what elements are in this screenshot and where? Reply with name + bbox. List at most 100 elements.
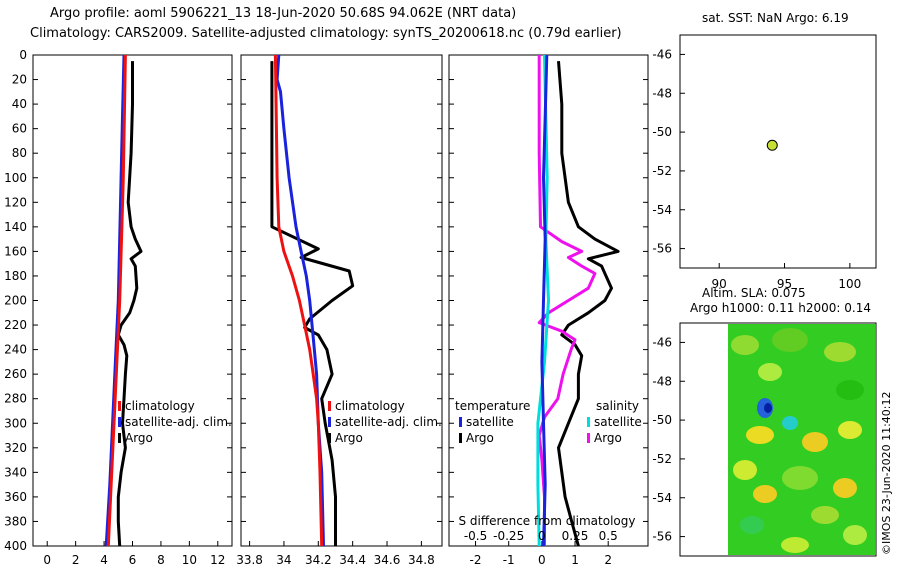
diff-s-xtick-label: 0 [538,529,546,543]
sst-ytick-label: -54 [652,203,672,217]
sla-heatmap-field [728,324,875,555]
sal-legend-argo-label: Argo [335,431,363,445]
sal-legend-clim-label: climatology [335,399,405,413]
diff-s-xtick-label: 0.5 [599,529,618,543]
sst-xtick-label: 100 [838,277,861,291]
ytick-label: 300 [4,416,27,430]
ytick-label: 0 [19,48,27,62]
ytick-label: 280 [4,392,27,406]
sla-heatmap-cell [843,525,867,545]
temperature-panel: 0 2 4 6 8 10 120204060801001201401601802002202… [4,48,233,567]
ytick-label: 240 [4,343,27,357]
ytick-label: 220 [4,318,27,332]
sla-ytick-label: -52 [652,452,672,466]
diff-s-sat-line [536,54,550,547]
ytick-label: 140 [4,220,27,234]
difference-panel: -2 -1 0 1 2 temperature satellite Argo salinity s… [448,54,649,567]
sla-ytick-label: -46 [652,335,672,349]
sst-ytick-label: -50 [652,125,672,139]
sla-heatmap-cell [811,506,839,524]
ytick-label: 60 [12,122,27,136]
ytick-label: 160 [4,244,27,258]
temp-clim-line [106,54,127,547]
temp-legend-argo-label: Argo [125,431,153,445]
temp-legend-argo-swatch [118,433,121,443]
diff-xtick-label: -2 [470,553,482,567]
sla-ytick-label: -48 [652,374,672,388]
ytick-label: 360 [4,490,27,504]
diff-legend-s-argo-swatch [587,433,590,443]
temp-legend-sat-label: satellite-adj. clim. [125,415,232,429]
sla-ytick-label: -50 [652,413,672,427]
sla-heatmap-cell [782,466,818,490]
sla-heatmap-cell [824,342,856,362]
diff-legend-t-title: temperature [455,399,530,413]
sal-xtick-label: 33.8 [236,553,263,567]
diff-legend-s-argo-label: Argo [594,431,622,445]
sst-title: sat. SST: NaN Argo: 6.19 [702,11,849,25]
sla-heatmap-cell [758,363,782,381]
diff-xtick-label: -1 [503,553,515,567]
sla-heatmap-cell [731,335,759,355]
sla-ytick-label: -56 [652,530,672,544]
diff-legend-s-sat-label: satellite [594,415,642,429]
sst-ytick-label: -52 [652,164,672,178]
temp-xtick-label: 12 [210,553,225,567]
diff-xtick-label: 1 [571,553,579,567]
temp-legend-clim-label: climatology [125,399,195,413]
ytick-label: 380 [4,514,27,528]
sla-heatmap-cell [746,426,774,444]
sla-heatmap-cell [740,516,764,534]
temp-argo-line [116,61,143,547]
sla-heatmap-cell [782,416,798,430]
sal-xtick-label: 34.8 [408,553,435,567]
ytick-label: 200 [4,294,27,308]
sla-heatmap-cell [781,537,809,553]
sst-ytick-label: -56 [652,242,672,256]
sal-legend-argo-swatch [328,433,331,443]
temp-xtick-label: 0 [43,553,51,567]
diff-s-xtick-label: 0.25 [562,529,589,543]
diff-s-xlabel: S difference from climatology [459,514,636,528]
sla-heatmap-cell [802,432,828,452]
ytick-label: 320 [4,441,27,455]
ytick-label: 340 [4,465,27,479]
salinity-panel: 33.8 34 34.2 34.4 34.6 34.8 climatology satelli… [236,54,443,567]
diff-legend-s-title: salinity [596,399,639,413]
temp-xtick-label: 6 [129,553,137,567]
sla-heatmap-cell [838,421,862,439]
sla-heatmap-cell [753,485,777,503]
diff-legend-t-argo-swatch [459,433,462,443]
sst-ytick-label: -46 [652,47,672,61]
sst-ytick-label: -48 [652,86,672,100]
diff-xtick-label: 2 [604,553,612,567]
temp-legend-clim-swatch [118,401,121,411]
sla-heatmap-cell [860,448,875,472]
argo-position-marker [766,139,778,151]
sal-xtick-label: 34.6 [374,553,401,567]
ytick-label: 20 [12,73,27,87]
diff-s-xtick-label: -0.5 [464,529,487,543]
diff-t-sat-line [540,54,549,547]
title-line-1: Argo profile: aoml 5906221_13 18-Jun-202… [50,6,517,21]
temp-xtick-label: 2 [72,553,80,567]
temp-legend-sat-swatch [118,417,121,427]
diff-legend-t-sat-swatch [459,417,462,427]
sla-heatmap-cell [836,380,864,400]
sst-map-panel: 90 95 100 -46 -48 -50 -52 -54 -56 [652,34,877,291]
sla-heatmap-cell [772,328,808,352]
sal-argo-line [270,61,355,546]
temp-xtick-label: 8 [157,553,165,567]
sla-heatmap-cell [733,460,757,480]
diff-t-argo-line [557,60,620,547]
sla-ytick-label: -54 [652,491,672,505]
sal-xtick-label: 34.2 [305,553,332,567]
sla-heatmap-cell [833,478,857,498]
ytick-label: 120 [4,195,27,209]
altim-sla-label: Altim. SLA: 0.075 [702,286,806,300]
ytick-label: 40 [12,97,27,111]
diff-xtick-label: 0 [538,553,546,567]
sst-xtick-label: 90 [712,277,727,291]
diff-legend-t-sat-label: satellite [466,415,514,429]
